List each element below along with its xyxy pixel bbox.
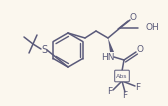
Text: O: O bbox=[136, 45, 143, 54]
Text: F: F bbox=[108, 87, 113, 96]
Text: Abs: Abs bbox=[116, 73, 128, 79]
Text: HN: HN bbox=[101, 52, 115, 61]
Text: O: O bbox=[130, 13, 136, 22]
Text: F: F bbox=[135, 84, 141, 93]
Text: F: F bbox=[122, 91, 128, 100]
Polygon shape bbox=[108, 38, 114, 52]
Text: OH: OH bbox=[145, 24, 159, 33]
Text: S: S bbox=[41, 45, 47, 55]
FancyBboxPatch shape bbox=[115, 70, 129, 82]
